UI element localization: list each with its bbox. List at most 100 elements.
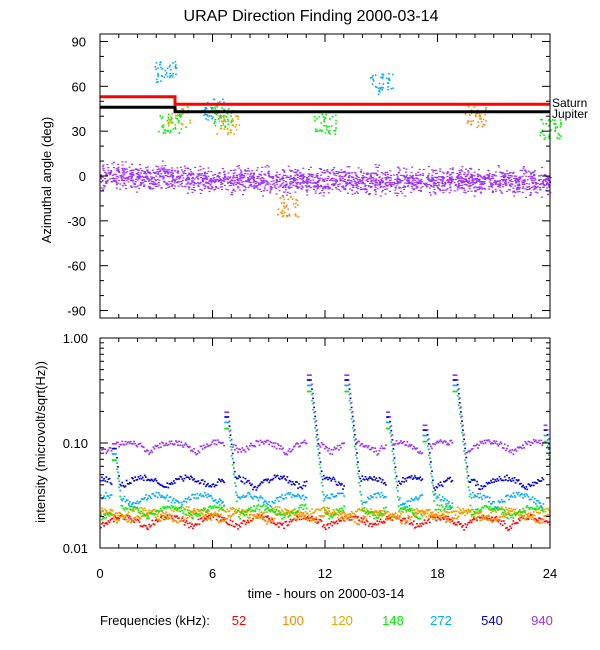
azimuth-point xyxy=(437,187,440,189)
azimuth-point xyxy=(451,167,454,169)
azimuth-point xyxy=(359,187,362,189)
intensity-point xyxy=(469,519,472,522)
intensity-point xyxy=(368,523,371,525)
intensity-point xyxy=(461,431,463,434)
azimuth-point xyxy=(282,182,285,184)
intensity-point xyxy=(498,507,501,510)
intensity-point xyxy=(455,517,458,520)
intensity-point xyxy=(229,516,232,519)
azimuth-point xyxy=(157,171,160,173)
intensity-point xyxy=(138,511,141,514)
azimuth-point xyxy=(192,189,195,191)
intensity-point xyxy=(291,512,294,514)
intensity-point xyxy=(248,493,251,496)
azimuth-point xyxy=(495,190,498,192)
intensity-point xyxy=(496,508,499,511)
azimuth-point xyxy=(344,181,347,183)
intensity-point xyxy=(536,511,538,514)
azimuth-point xyxy=(504,181,507,183)
intensity-point xyxy=(164,513,167,515)
intensity-point xyxy=(176,509,178,512)
intensity-point xyxy=(111,517,114,520)
azimuth-point xyxy=(174,114,177,117)
azimuth-point xyxy=(357,181,360,183)
intensity-point xyxy=(362,501,365,504)
azimuth-point xyxy=(277,213,279,216)
azimuth-point xyxy=(174,67,177,69)
azimuth-point xyxy=(513,190,516,192)
azimuth-point xyxy=(302,181,305,183)
azimuth-point xyxy=(408,177,411,179)
intensity-point xyxy=(196,515,199,517)
intensity-point xyxy=(411,523,414,526)
azimuth-point xyxy=(192,184,195,186)
intensity-point xyxy=(383,496,386,498)
intensity-point xyxy=(494,518,497,520)
azimuth-point xyxy=(432,171,435,173)
intensity-point xyxy=(348,515,351,518)
intensity-point xyxy=(333,512,336,514)
azimuth-point xyxy=(410,181,413,183)
intensity-point xyxy=(496,519,499,522)
intensity-point xyxy=(248,508,251,511)
intensity-point xyxy=(434,513,437,516)
intensity-point xyxy=(228,510,231,512)
azimuth-point xyxy=(385,184,388,186)
azimuth-point xyxy=(305,186,308,188)
azimuth-point xyxy=(374,173,377,175)
azimuth-point xyxy=(546,194,549,196)
azimuth-point xyxy=(139,168,142,170)
azimuth-point xyxy=(249,173,252,175)
intensity-point xyxy=(423,510,426,513)
azimuth-point xyxy=(369,173,372,175)
intensity-point xyxy=(268,517,270,520)
intensity-point xyxy=(231,458,234,460)
azimuth-point xyxy=(522,181,525,184)
azimuth-point xyxy=(170,172,173,174)
azimuth-point xyxy=(240,174,243,177)
azimuth-point xyxy=(106,181,109,183)
intensity-point xyxy=(214,513,217,515)
azimuth-point xyxy=(235,184,237,186)
intensity-point xyxy=(359,491,362,493)
intensity-point xyxy=(164,486,167,488)
azimuth-point xyxy=(222,115,224,118)
intensity-point xyxy=(172,497,175,500)
azimuth-point xyxy=(394,182,396,185)
intensity-point xyxy=(152,509,155,511)
intensity-point xyxy=(485,517,488,519)
intensity-point xyxy=(164,516,167,518)
intensity-point xyxy=(541,507,544,510)
azimuth-point xyxy=(415,184,418,186)
azimuth-point xyxy=(501,192,504,194)
azimuth-point xyxy=(211,186,214,188)
intensity-point xyxy=(130,508,132,511)
azimuth-point xyxy=(542,181,544,183)
intensity-point xyxy=(132,477,134,480)
intensity-point xyxy=(328,497,330,499)
azimuth-point xyxy=(161,160,164,162)
azimuth-point xyxy=(327,192,330,194)
azimuth-point xyxy=(432,179,435,181)
intensity-point xyxy=(160,484,162,486)
azimuth-point xyxy=(272,175,275,178)
azimuth-point xyxy=(136,191,139,193)
azimuth-point xyxy=(169,76,171,79)
azimuth-point xyxy=(328,171,331,173)
azimuth-point xyxy=(302,173,305,175)
intensity-point xyxy=(117,514,119,517)
intensity-point xyxy=(336,513,339,516)
azimuth-point xyxy=(116,175,118,177)
intensity-point xyxy=(145,525,147,527)
intensity-point xyxy=(240,496,243,498)
azimuth-point xyxy=(170,171,173,173)
intensity-point xyxy=(221,519,223,521)
intensity-point xyxy=(386,515,388,518)
azimuth-point xyxy=(170,68,172,71)
intensity-point xyxy=(275,497,278,499)
azimuth-point xyxy=(463,191,466,193)
intensity-point xyxy=(199,514,202,516)
azimuth-point xyxy=(198,173,201,175)
azimuth-point xyxy=(202,181,205,183)
azimuth-point xyxy=(518,191,521,193)
